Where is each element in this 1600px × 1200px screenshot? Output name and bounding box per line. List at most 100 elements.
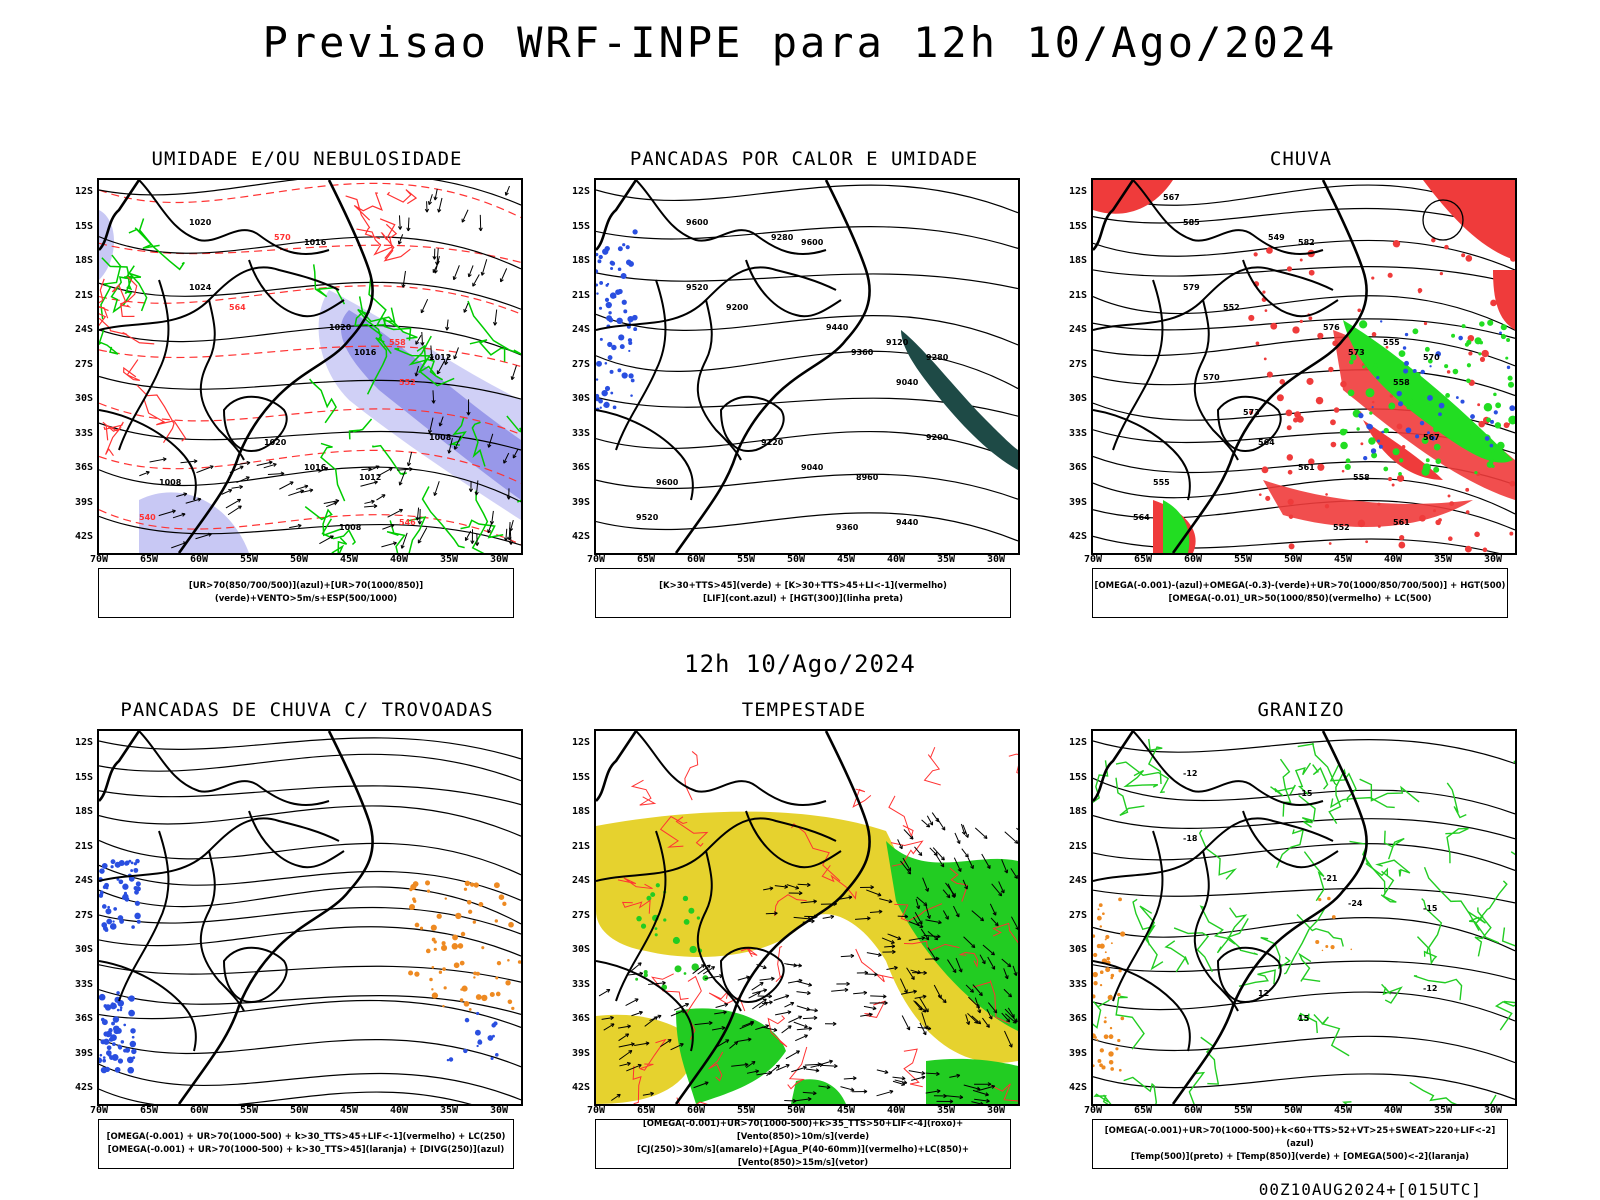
lat-tick-label: 39S <box>571 496 590 508</box>
lat-tick-label: 30S <box>1068 944 1087 955</box>
lon-tick-label: 65W <box>636 1105 656 1116</box>
lat-tick-label: 18S <box>571 255 590 266</box>
lat-tick-label: 42S <box>1068 1082 1087 1093</box>
lat-tick-label: 39S <box>1068 1047 1087 1059</box>
country-border <box>1093 817 1334 882</box>
lon-tick-label: 55W <box>736 1105 756 1116</box>
legend-line: [OMEGA(-0.01)_UR>50(1000/850)(vermelho) … <box>1168 594 1432 604</box>
lat-tick-label: 33S <box>74 427 93 439</box>
country-border <box>1132 180 1324 255</box>
lat-tick-label: 21S <box>1068 289 1087 301</box>
legend-line: [OMEGA(-0.001)+UR>70(1000-500)+k<60+TTS>… <box>1104 1125 1496 1149</box>
country-border <box>222 946 288 1003</box>
contour-label: 570 <box>1203 373 1220 382</box>
country-border <box>1093 266 1334 331</box>
lat-tick-label: 39S <box>74 1047 93 1059</box>
contour-label: 1020 <box>264 438 287 447</box>
panel-legend: [OMEGA(-0.001)+UR>70(1000-500)+k>35_TTS>… <box>595 1119 1011 1169</box>
lat-tick-label: 33S <box>1068 978 1087 990</box>
map-panel: -12 -15 -18 -21 -24 -15 -12 12 15 <box>1091 729 1517 1106</box>
contour-label: 552 <box>1223 303 1240 312</box>
lon-tick-label: 35W <box>936 1105 956 1116</box>
contour-label: 564 <box>229 303 246 312</box>
panel-title: TEMPESTADE <box>741 699 867 721</box>
lon-tick-label: 45W <box>836 554 856 565</box>
contour-label: 9440 <box>826 323 849 332</box>
map-panel: 1020 1016 1024 1020 1016 1012 1008 1020 1016 1012… <box>97 178 523 555</box>
contour-label: 1012 <box>429 353 451 362</box>
map-panel <box>97 729 523 1106</box>
lon-tick-label: 60W <box>686 1105 706 1116</box>
contour-label: 9280 <box>926 353 949 362</box>
contour-label: -21 <box>1323 874 1338 883</box>
country-border <box>138 180 330 255</box>
contour-label: 9600 <box>656 478 679 487</box>
contour-label: 1008 <box>429 433 452 442</box>
lat-tick-label: 36S <box>571 462 590 473</box>
lat-tick-label: 30S <box>1068 393 1087 404</box>
lon-tick-label: 40W <box>389 1105 409 1116</box>
lon-tick-label: 55W <box>239 554 259 565</box>
lat-tick-label: 30S <box>74 393 93 404</box>
lat-tick-label: 24S <box>571 324 590 335</box>
lon-tick-label: 65W <box>139 554 159 565</box>
lat-tick-label: 21S <box>74 289 93 301</box>
contour-label: -15 <box>1298 789 1313 798</box>
lon-tick-label: 30W <box>1483 554 1503 565</box>
contour-label: -24 <box>1348 899 1363 908</box>
lat-tick-label: 42S <box>571 1082 590 1093</box>
lat-tick-label: 12S <box>1068 737 1087 748</box>
lat-tick-label: 36S <box>1068 1013 1087 1024</box>
contour-label: 15 <box>1298 1014 1310 1023</box>
lon-tick-label: 40W <box>389 554 409 565</box>
country-border <box>719 946 785 1003</box>
country-border <box>1216 946 1282 1003</box>
country-border <box>118 830 170 1002</box>
lon-tick-label: 35W <box>439 1105 459 1116</box>
contour-label: 1020 <box>329 323 352 332</box>
contour-label: 9200 <box>726 303 749 312</box>
legend-line: [Temp(500)](preto) + [Temp(850)](verde) … <box>1130 1151 1470 1162</box>
country-border <box>222 395 288 452</box>
contour-label: 9040 <box>801 463 824 472</box>
lon-tick-label: 45W <box>339 1105 359 1116</box>
lon-tick-label: 40W <box>1383 554 1403 565</box>
contour-label: 567 <box>1163 193 1180 202</box>
contour-label: 1008 <box>339 523 362 532</box>
lat-tick-label: 21S <box>74 840 93 852</box>
contour-label: 9600 <box>801 238 824 247</box>
contour-label: 1012 <box>359 473 381 482</box>
contour-label: 573 <box>1243 408 1260 417</box>
panel-legend: [OMEGA(-0.001) + UR>70(1000-500) + k>30_… <box>98 1119 514 1169</box>
lat-tick-label: 42S <box>74 1082 93 1093</box>
contour-label: 570 <box>274 233 291 242</box>
lat-tick-label: 39S <box>1068 496 1087 508</box>
lat-tick-label: 18S <box>1068 255 1087 266</box>
legend-line: [OMEGA(-0.001) + UR>70(1000-500) + k>30_… <box>106 1132 506 1142</box>
lat-tick-label: 18S <box>74 806 93 817</box>
panel-title: CHUVA <box>1269 148 1333 170</box>
lat-tick-label: 15S <box>571 220 590 232</box>
lon-tick-label: 30W <box>1483 1105 1503 1116</box>
country-border <box>596 817 837 882</box>
lon-tick-label: 45W <box>1333 554 1353 565</box>
lat-tick-label: 18S <box>74 255 93 266</box>
contour-label: 1016 <box>304 238 327 247</box>
lat-tick-label: 33S <box>571 978 590 990</box>
country-border <box>1093 960 1191 1052</box>
contour-label: 540 <box>139 513 156 522</box>
lat-tick-label: 21S <box>571 289 590 301</box>
contour-label: 552 <box>399 378 416 387</box>
map-panel: 9600 9600 9520 9440 9360 9280 9200 9120 9040 8960… <box>594 178 1020 555</box>
contour-label: 9280 <box>771 233 794 242</box>
panel-legend: [OMEGA(-0.001)-(azul)+OMEGA(-0.3)-(verde… <box>1092 568 1508 618</box>
lon-tick-label: 35W <box>1433 554 1453 565</box>
country-border <box>99 960 197 1052</box>
lon-tick-label: 55W <box>239 1105 259 1116</box>
lon-tick-label: 35W <box>439 554 459 565</box>
contour-label: 9520 <box>686 283 709 292</box>
lon-tick-label: 65W <box>1133 554 1153 565</box>
lat-tick-label: 36S <box>74 462 93 473</box>
country-border <box>696 850 742 1012</box>
contour-label: 549 <box>1268 233 1285 242</box>
